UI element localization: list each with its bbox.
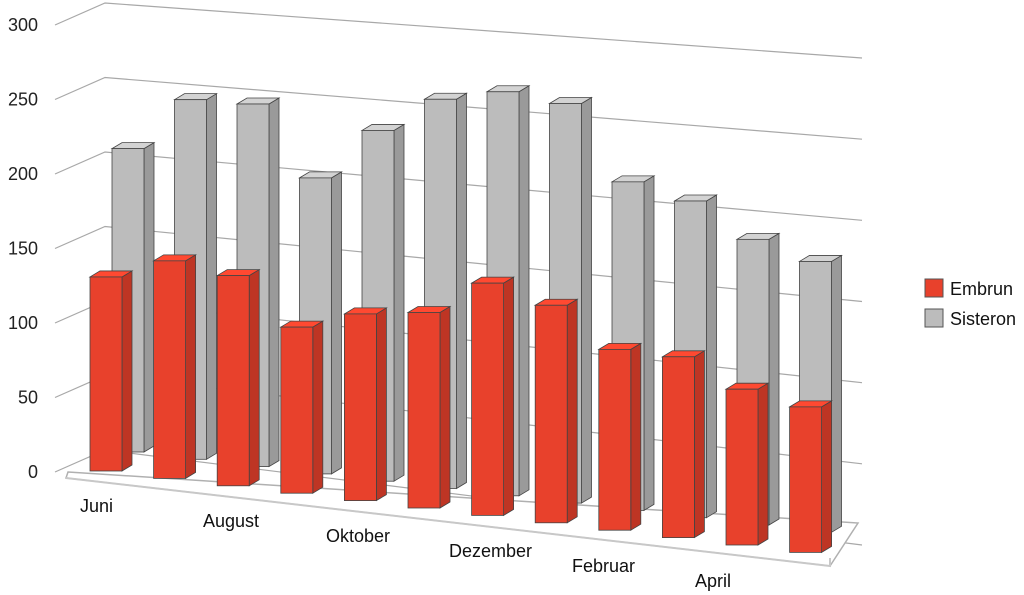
bar-embrun xyxy=(406,305,452,509)
bar-embrun xyxy=(470,276,516,517)
bar-embrun xyxy=(660,350,706,539)
x-tick-label: April xyxy=(695,571,731,591)
bar-embrun xyxy=(597,342,643,531)
bar-embrun xyxy=(215,268,261,487)
gridline xyxy=(54,225,863,303)
y-tick-label: 300 xyxy=(8,15,38,35)
gridline xyxy=(54,151,863,221)
legend: Embrun Sisteron xyxy=(924,278,1016,329)
x-tick-label: Oktober xyxy=(326,526,390,546)
gridline xyxy=(54,76,863,140)
x-tick-label: Februar xyxy=(572,556,635,576)
y-tick-label: 50 xyxy=(18,388,38,408)
y-tick-label: 100 xyxy=(8,313,38,333)
y-axis-tick-labels: 0 50 100 150 200 250 300 xyxy=(8,15,38,482)
y-tick-label: 150 xyxy=(8,239,38,259)
bar-embrun xyxy=(533,298,579,524)
bars xyxy=(88,85,843,554)
y-tick-label: 250 xyxy=(8,90,38,110)
chart-floor xyxy=(64,471,860,568)
y-tick-label: 0 xyxy=(28,462,38,482)
bar-embrun xyxy=(788,400,834,554)
legend-swatch-sisteron xyxy=(924,308,944,328)
bar-embrun xyxy=(152,254,198,480)
legend-label-embrun: Embrun xyxy=(950,279,1013,299)
legend-label-sisteron: Sisteron xyxy=(950,309,1016,329)
legend-swatch-embrun xyxy=(924,278,944,298)
x-tick-label: Juni xyxy=(80,496,113,516)
gridline xyxy=(54,2,863,59)
bar-embrun xyxy=(279,320,325,494)
bar-embrun xyxy=(88,270,134,472)
x-axis-category-labels: Juni August Oktober Dezember Februar April xyxy=(80,496,731,591)
x-tick-label: August xyxy=(203,511,259,531)
x-tick-label: Dezember xyxy=(449,541,532,561)
bar-embrun xyxy=(724,382,770,546)
bar-embrun xyxy=(342,307,388,502)
y-tick-label: 200 xyxy=(8,164,38,184)
